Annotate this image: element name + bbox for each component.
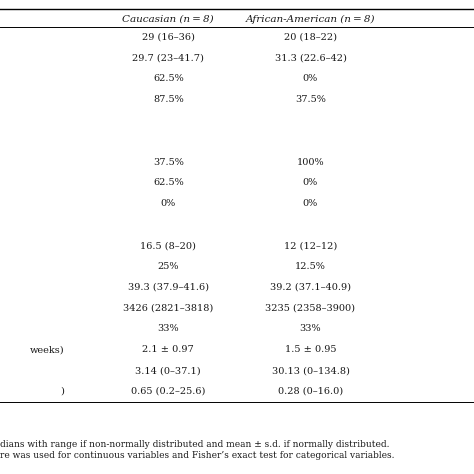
Text: 16.5 (8–20): 16.5 (8–20)	[140, 241, 196, 250]
Text: 37.5%: 37.5%	[295, 95, 326, 104]
Text: 29 (16–36): 29 (16–36)	[142, 33, 195, 41]
Text: 3235 (2358–3900): 3235 (2358–3900)	[265, 304, 356, 312]
Text: 0%: 0%	[303, 179, 318, 187]
Text: 37.5%: 37.5%	[153, 158, 184, 166]
Text: 0%: 0%	[303, 200, 318, 208]
Text: 25%: 25%	[157, 262, 179, 271]
Text: 20 (18–22): 20 (18–22)	[284, 33, 337, 41]
Text: 62.5%: 62.5%	[153, 179, 183, 187]
Text: 39.3 (37.9–41.6): 39.3 (37.9–41.6)	[128, 283, 209, 292]
Text: 30.13 (0–134.8): 30.13 (0–134.8)	[272, 366, 349, 375]
Text: 0%: 0%	[303, 74, 318, 83]
Text: ): )	[60, 387, 64, 396]
Text: 33%: 33%	[300, 325, 321, 333]
Text: 0.28 (0–16.0): 0.28 (0–16.0)	[278, 387, 343, 396]
Text: 0%: 0%	[161, 200, 176, 208]
Text: 39.2 (37.1–40.9): 39.2 (37.1–40.9)	[270, 283, 351, 292]
Text: 2.1 ± 0.97: 2.1 ± 0.97	[142, 346, 194, 354]
Text: African-American (n = 8): African-American (n = 8)	[246, 14, 375, 24]
Text: 100%: 100%	[297, 158, 324, 166]
Text: re was used for continuous variables and Fisher’s exact test for categorical var: re was used for continuous variables and…	[0, 452, 394, 460]
Text: 87.5%: 87.5%	[153, 95, 183, 104]
Text: 0.65 (0.2–25.6): 0.65 (0.2–25.6)	[131, 387, 205, 396]
Text: 31.3 (22.6–42): 31.3 (22.6–42)	[274, 54, 346, 62]
Text: 62.5%: 62.5%	[153, 74, 183, 83]
Text: dians with range if non-normally distributed and mean ± s.d. if normally distrib: dians with range if non-normally distrib…	[0, 440, 390, 449]
Text: 12.5%: 12.5%	[295, 262, 326, 271]
Text: 12 (12–12): 12 (12–12)	[284, 241, 337, 250]
Text: weeks): weeks)	[29, 346, 64, 354]
Text: 3426 (2821–3818): 3426 (2821–3818)	[123, 304, 213, 312]
Text: 1.5 ± 0.95: 1.5 ± 0.95	[285, 346, 336, 354]
Text: 3.14 (0–37.1): 3.14 (0–37.1)	[136, 366, 201, 375]
Text: 29.7 (23–41.7): 29.7 (23–41.7)	[132, 54, 204, 62]
Text: 33%: 33%	[157, 325, 179, 333]
Text: Caucasian (n = 8): Caucasian (n = 8)	[122, 15, 214, 23]
